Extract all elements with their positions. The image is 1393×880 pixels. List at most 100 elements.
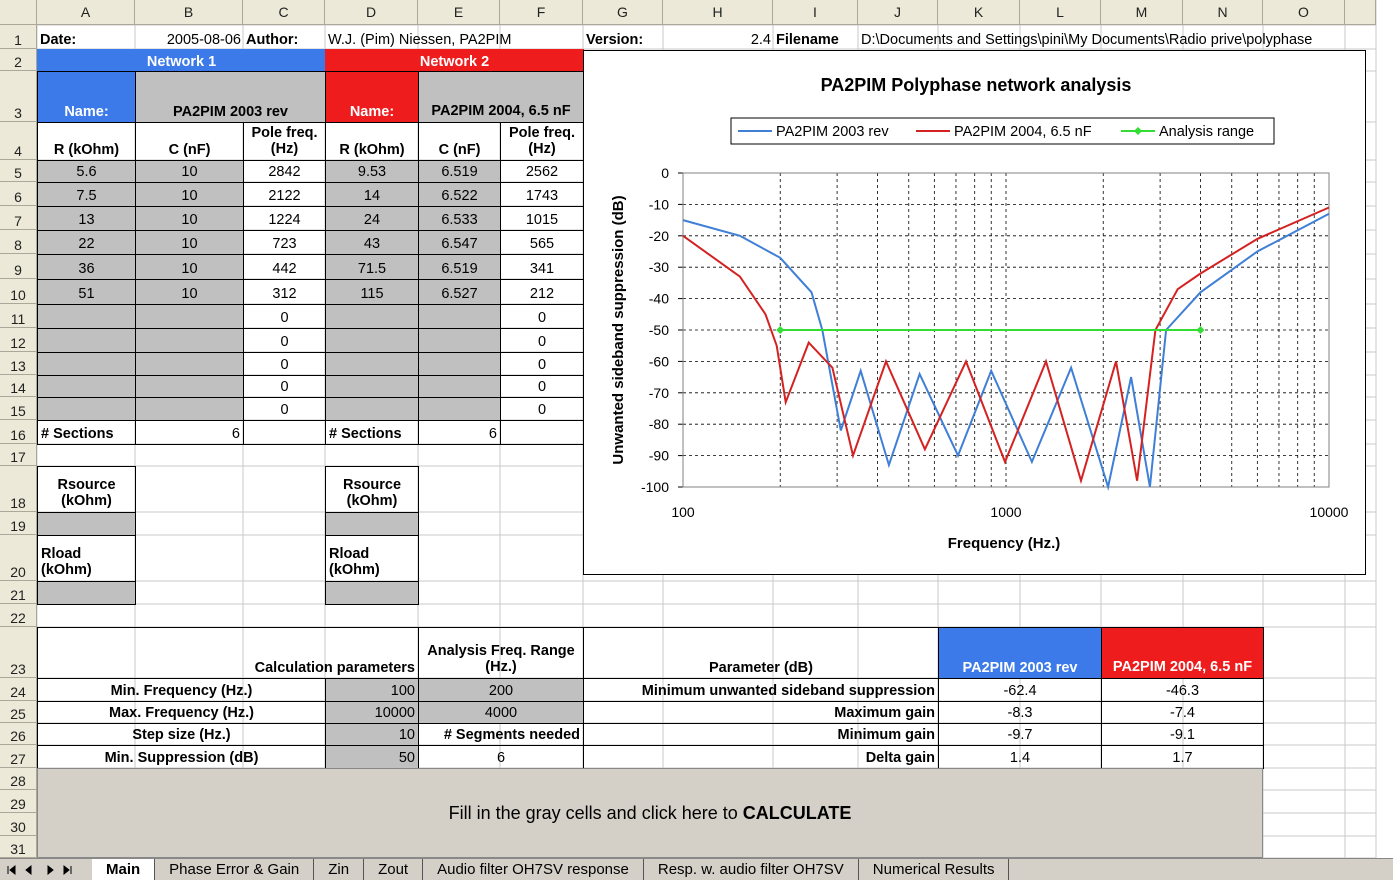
cell-text: 1743: [525, 188, 559, 204]
cell-text: -46.3: [1165, 683, 1200, 699]
cell: -9.1: [1101, 723, 1264, 746]
cell: [37, 328, 136, 353]
cell: [325, 512, 419, 536]
row-header: 13: [0, 352, 37, 375]
column-header: N: [1183, 0, 1263, 25]
row-header: 7: [0, 206, 37, 230]
cell: 7.5: [37, 182, 136, 207]
cell: [418, 375, 501, 398]
cell: 341: [500, 254, 584, 280]
sheet-tab[interactable]: Resp. w. audio filter OH7SV: [644, 859, 859, 880]
cell: 6.522: [418, 182, 501, 207]
sheet-tab[interactable]: Audio filter OH7SV response: [423, 859, 644, 880]
column-header: H: [663, 0, 773, 25]
row-header: 9: [0, 254, 37, 279]
cell-text: 0: [537, 334, 547, 350]
cell: W.J. (Pim) Niessen, PA2PIM: [325, 25, 584, 50]
column-header: E: [418, 0, 500, 25]
row-header: 4: [0, 122, 37, 160]
sheet-tab[interactable]: Phase Error & Gain: [155, 859, 315, 880]
column-header: O: [1263, 0, 1345, 25]
cell-text: PA2PIM 2004, 6.5 nF: [431, 103, 571, 120]
sheet-tab[interactable]: Main: [92, 859, 156, 880]
nav-arrows[interactable]: [7, 864, 72, 875]
column-header: L: [1020, 0, 1101, 25]
row-header: 2: [0, 49, 37, 71]
cell-text: 0: [280, 357, 289, 373]
plot-area: [682, 172, 1330, 488]
cell: Network 1: [37, 49, 326, 72]
cell-text: Min. Suppression (dB): [104, 750, 259, 766]
y-tick-label: 0: [661, 165, 669, 181]
cell-text: 10: [181, 188, 198, 204]
cell-text: 1015: [525, 212, 559, 228]
row-header: 23: [0, 627, 37, 678]
cell-text: 10: [181, 236, 198, 252]
cell: 4000: [418, 701, 584, 724]
cell: 0: [243, 304, 326, 329]
cell: 10: [135, 279, 244, 305]
cell-text: 100: [390, 683, 415, 699]
cell: [500, 420, 584, 445]
cell: D:\Documents and Settings\pini\My Docume…: [858, 25, 1377, 50]
cell: 36: [37, 254, 136, 280]
cell: 6.547: [418, 230, 501, 255]
sheet-tab[interactable]: Zin: [314, 859, 365, 880]
cell: 43: [325, 230, 419, 255]
y-tick-label: -90: [649, 448, 669, 464]
cell-text: 10: [181, 212, 198, 228]
row-header: 22: [0, 604, 37, 627]
column-header: F: [500, 0, 583, 25]
cell: [325, 328, 419, 353]
cell: 1015: [500, 206, 584, 231]
cell: 115: [325, 279, 419, 305]
cell-text: 200: [488, 683, 514, 699]
row-header: 8: [0, 230, 37, 254]
cell-text: 10: [398, 727, 415, 743]
chart[interactable]: PA2PIM Polyphase network analysis 100 1000…: [583, 50, 1366, 575]
cell-text: -8.3: [1007, 705, 1033, 721]
cell-text: 0: [537, 402, 547, 418]
cell: Network 2: [325, 49, 584, 72]
cell-text: 6: [231, 426, 240, 442]
cell: [37, 352, 136, 376]
tab-nav[interactable]: [0, 860, 92, 880]
cell-text: 2.4: [750, 32, 771, 48]
legend-marker: [1134, 127, 1142, 135]
cell-text: 43: [363, 236, 381, 252]
x-tick-label: 100: [671, 504, 695, 520]
row-header: 15: [0, 397, 37, 420]
sheet-tab[interactable]: Zout: [364, 859, 424, 880]
cell-text: Minimum unwanted sideband suppression: [641, 683, 935, 699]
calculate-button[interactable]: Fill in the gray cells and click here to…: [37, 768, 1263, 858]
cell-text: 13: [78, 212, 95, 228]
cell-text: C (nF): [438, 142, 481, 158]
x-tick-label: 10000: [1310, 504, 1349, 520]
corner: [0, 0, 37, 25]
cell: Min. Suppression (dB): [37, 745, 326, 769]
cell-text: Analysis Freq. Range (Hz.): [427, 642, 575, 676]
cell-text: 565: [529, 236, 555, 252]
cell-text: Rsource (kOhm): [342, 476, 402, 510]
cell-text: 6.522: [441, 188, 478, 204]
sheet-tab[interactable]: Numerical Results: [859, 859, 1010, 880]
row-header: 16: [0, 420, 37, 444]
cell-text: Network 1: [146, 54, 217, 70]
row-header: 17: [0, 444, 37, 466]
cell-text: Maximum gain: [834, 705, 935, 721]
cell-text: 22: [78, 236, 95, 252]
cell-text: 10: [181, 261, 198, 277]
cell-text: Max. Frequency (Hz.): [108, 705, 255, 721]
cell: 10: [135, 160, 244, 183]
cell-text: -62.4: [1003, 683, 1037, 699]
cell: 10: [325, 723, 419, 746]
cell: Rsource (kOhm): [37, 466, 136, 513]
cell: Name:: [325, 71, 419, 123]
cell: Rload (kOhm): [325, 535, 419, 582]
cell: Pole freq.(Hz): [500, 122, 584, 161]
cell: 24: [325, 206, 419, 231]
cell: 2005-08-06: [135, 25, 244, 50]
cell-text: PA2PIM 2003 rev: [962, 660, 1078, 676]
row-header: 11: [0, 304, 37, 328]
cell-text: 0: [280, 310, 289, 326]
